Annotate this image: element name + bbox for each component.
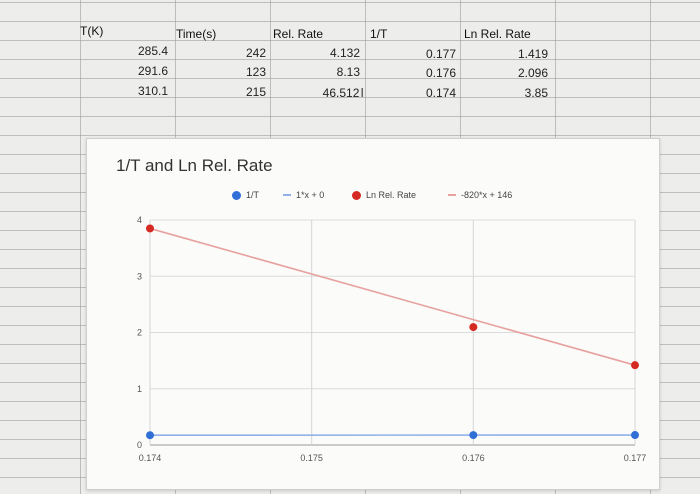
- legend-ln-trend-label: -820*x + 146: [461, 190, 513, 200]
- legend-inv-t-trend-label: 1*x + 0: [296, 190, 325, 200]
- data-point: [146, 431, 154, 440]
- data-point: [146, 224, 154, 233]
- cell-tk-2[interactable]: 291.6: [137, 64, 168, 78]
- data-point: [469, 431, 478, 440]
- cell-rel-rate-1[interactable]: 4.132: [329, 46, 360, 60]
- header-rel-rate[interactable]: Rel. Rate: [273, 27, 324, 41]
- cell-time-1[interactable]: 242: [245, 46, 266, 60]
- cell-rel-rate-2[interactable]: 8.13: [336, 65, 360, 79]
- x-tick-label: 0.175: [300, 453, 323, 463]
- cell-inv-t-2[interactable]: 0.176: [425, 66, 456, 80]
- header-inv-t[interactable]: 1/T: [370, 27, 388, 41]
- x-tick-label: 0.177: [624, 453, 647, 463]
- legend-item-ln-trend: -820*x + 146: [448, 190, 512, 200]
- chart-title: 1/T and Ln Rel. Rate: [116, 156, 273, 175]
- x-tick-label: 0.176: [462, 453, 485, 463]
- header-time[interactable]: Time(s): [176, 27, 217, 41]
- y-tick-label: 2: [137, 328, 142, 338]
- cell-time-3[interactable]: 215: [245, 85, 266, 99]
- header-tk[interactable]: T(K): [80, 24, 104, 38]
- legend-ln-trend-line-icon: [448, 194, 456, 196]
- legend-item-inv-t: 1/T: [232, 190, 259, 200]
- y-tick-label: 3: [137, 271, 142, 281]
- legend-inv-t-trend-line-icon: [283, 194, 291, 196]
- legend-inv-t-marker-icon: [232, 190, 241, 200]
- legend-item-ln-rel-rate: Ln Rel. Rate: [352, 190, 416, 200]
- x-tick-label: 0.174: [139, 453, 162, 463]
- cell-inv-t-1[interactable]: 0.177: [425, 47, 456, 61]
- cell-inv-t-3[interactable]: 0.174: [425, 86, 456, 100]
- cell-ln-rel-rate-1[interactable]: 1.419: [517, 47, 548, 61]
- legend-item-inv-t-trend: 1*x + 0: [283, 190, 324, 200]
- data-point: [469, 323, 478, 332]
- y-tick-label: 4: [137, 215, 142, 225]
- legend-ln-rel-rate-label: Ln Rel. Rate: [366, 190, 417, 200]
- cell-tk-1[interactable]: 285.4: [137, 44, 168, 58]
- cell-rel-rate-3-value: 46.512: [322, 86, 360, 100]
- cell-rel-rate-3[interactable]: 46.512I: [310, 85, 364, 100]
- cell-tk-3[interactable]: 310.1: [137, 84, 168, 98]
- data-point: [631, 361, 639, 370]
- chart-legend: 1/T 1*x + 0 Ln Rel. Rate -820*x + 146: [0, 190, 700, 206]
- data-point: [631, 431, 639, 440]
- cell-ln-rel-rate-2[interactable]: 2.096: [517, 66, 548, 80]
- y-tick-label: 0: [137, 440, 142, 450]
- chart-card[interactable]: [86, 138, 660, 490]
- cell-time-2[interactable]: 123: [245, 65, 266, 79]
- header-ln-rel-rate[interactable]: Ln Rel. Rate: [464, 27, 531, 41]
- cell-ln-rel-rate-3[interactable]: 3.85: [524, 86, 548, 100]
- text-cursor-icon: I: [360, 85, 364, 100]
- legend-ln-rel-rate-marker-icon: [352, 190, 361, 200]
- legend-inv-t-label: 1/T: [246, 190, 260, 200]
- trendline: [149, 227, 636, 366]
- y-tick-label: 1: [137, 384, 142, 394]
